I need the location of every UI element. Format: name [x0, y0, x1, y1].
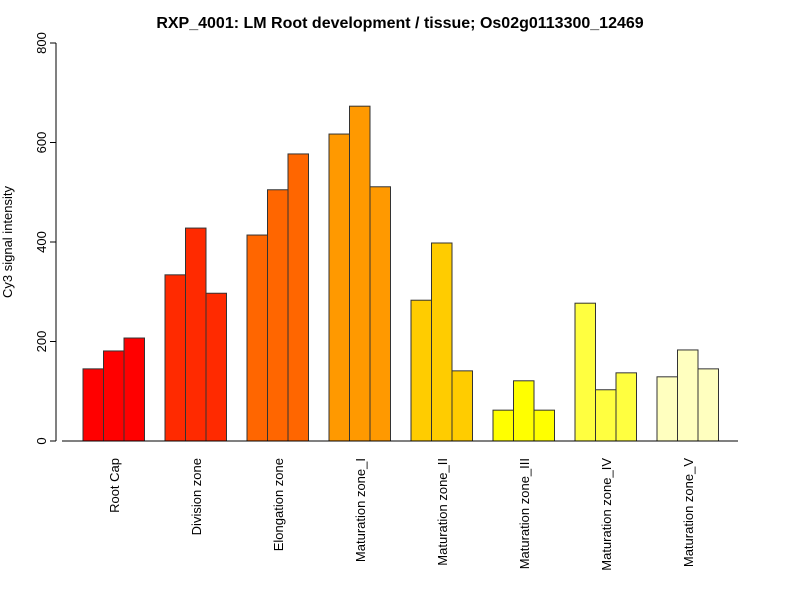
bar — [533, 409, 555, 442]
bar — [267, 189, 289, 442]
bar — [246, 234, 268, 442]
bar — [185, 227, 207, 442]
x-tick-label: Elongation zone — [271, 458, 286, 551]
bar — [349, 105, 371, 442]
bar — [574, 302, 596, 442]
bar — [615, 372, 637, 442]
bar — [451, 370, 473, 442]
x-tick-label: Maturation zone_III — [517, 458, 532, 569]
x-tick-label: Maturation zone_I — [353, 458, 368, 562]
bar — [82, 368, 104, 442]
bar — [369, 186, 391, 442]
x-tick-label: Maturation zone_V — [681, 458, 696, 567]
bar — [328, 133, 350, 442]
bar — [513, 380, 535, 442]
bar — [656, 376, 678, 442]
y-tick-label: 800 — [34, 32, 49, 54]
bars-group — [82, 105, 719, 442]
y-tick-label: 200 — [34, 331, 49, 353]
y-tick-label: 400 — [34, 231, 49, 253]
x-tick-labels: Root Cap Division zone Elongation zone Matu… — [107, 458, 696, 571]
y-tick-label: 600 — [34, 132, 49, 154]
y-axis: 0 200 400 600 800 — [34, 32, 57, 445]
bar — [697, 368, 719, 442]
y-tick-label: 0 — [34, 437, 49, 444]
bar — [103, 350, 125, 442]
bar — [595, 389, 617, 442]
x-tick-label: Maturation zone_IV — [599, 458, 614, 571]
x-tick-label: Root Cap — [107, 458, 122, 513]
bar — [164, 274, 186, 442]
x-tick-label: Maturation zone_II — [435, 458, 450, 566]
bar — [492, 409, 514, 442]
bar — [410, 299, 432, 442]
bar — [123, 337, 145, 442]
bar — [431, 242, 453, 442]
bar — [205, 292, 227, 442]
x-tick-label: Division zone — [189, 458, 204, 535]
y-axis-label: Cy3 signal intensity — [0, 186, 15, 298]
bar — [287, 153, 309, 442]
bar — [677, 349, 699, 442]
chart-title: RXP_4001: LM Root development / tissue; … — [156, 15, 643, 32]
